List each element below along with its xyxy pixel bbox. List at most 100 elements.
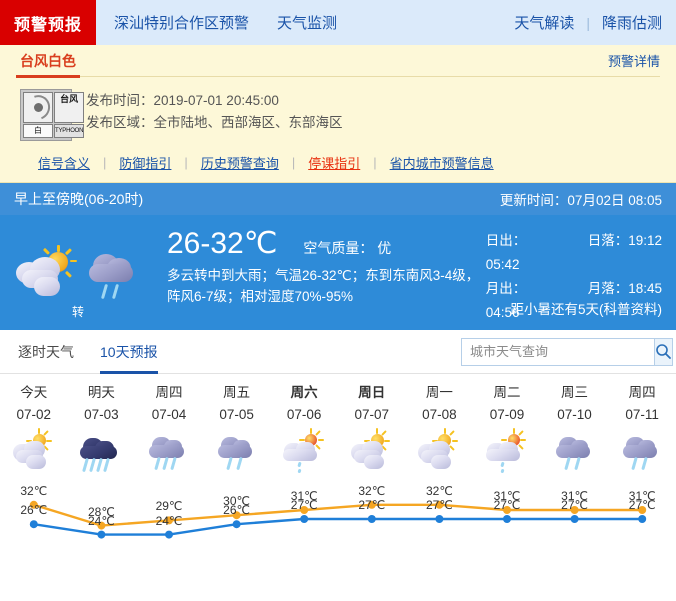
day-name: 周四 — [628, 385, 656, 400]
cloud-shape — [555, 445, 590, 458]
rain-drop — [563, 456, 571, 471]
low-temp-point[interactable] — [367, 515, 376, 523]
tab-hourly-weather[interactable]: 逐时天气 — [18, 343, 74, 360]
high-temp-point[interactable] — [29, 500, 38, 509]
cloud-shape — [623, 445, 658, 458]
sun-ray — [384, 439, 391, 442]
forecast-day-column[interactable]: 周四 07-04 — [135, 382, 203, 426]
partly-cloudy-icon — [349, 427, 395, 474]
partly-cloudy-icon — [11, 427, 57, 474]
cloud-shape — [217, 445, 252, 458]
forecast-day-column[interactable]: 周四 07-11 — [608, 382, 676, 426]
day-date: 07-03 — [84, 407, 119, 422]
warning-issue-area: 发布区域：全市陆地、西部海区、东部海区 — [86, 115, 343, 130]
warning-panel: 台风白色 预警详情 台风 白 TYPHOON 发布时间：2019-07-01 2… — [0, 45, 676, 183]
link-divider: | — [184, 155, 188, 170]
rain-drop — [170, 456, 177, 471]
nav-separator: | — [586, 14, 590, 31]
low-temp-label: 26℃ — [223, 503, 251, 518]
nav-item-warning-forecast[interactable]: 预警预报 — [0, 0, 96, 45]
low-temp-point[interactable] — [570, 515, 579, 523]
sun-ray — [376, 427, 379, 434]
day-date: 07-07 — [354, 407, 390, 422]
day-date: 07-04 — [151, 407, 187, 422]
sun-ray — [512, 427, 515, 434]
low-temp-point[interactable] — [165, 530, 173, 539]
high-temp-point[interactable] — [367, 500, 376, 509]
sun-ray — [38, 427, 41, 434]
current-weather-icons: 转 — [14, 223, 149, 330]
low-temp-label: 27℃ — [358, 498, 386, 512]
nav-item-weather-monitoring[interactable]: 天气监测 — [277, 15, 338, 32]
high-temp-label: 30℃ — [223, 494, 251, 509]
search-button[interactable] — [654, 337, 673, 366]
top-navigation-bar: 预警预报 深汕特别合作区预警 天气监测 天气解读 | 降雨估测 — [0, 0, 676, 45]
high-temp-point[interactable] — [165, 516, 173, 525]
high-temp-point[interactable] — [232, 511, 241, 520]
forecast-day-column[interactable]: 周三 07-10 — [541, 382, 609, 426]
low-temp-point[interactable] — [300, 515, 309, 523]
rain-drop — [500, 461, 505, 468]
low-temp-point[interactable] — [29, 520, 38, 529]
sun-ray — [451, 439, 458, 442]
current-update-time: 更新时间：07月02日 08:05 — [499, 193, 662, 208]
forecast-day-column[interactable]: 周五 07-05 — [203, 382, 271, 426]
low-temp-point[interactable] — [503, 515, 511, 523]
forecast-day-column[interactable]: 周二 07-09 — [473, 382, 541, 426]
forecast-icon-cell — [270, 427, 338, 476]
link-history-warning-query[interactable]: 历史预警查询 — [200, 156, 279, 171]
sunrise-time: 日出：05:42 — [485, 233, 527, 272]
warning-tab-row: 台风白色 预警详情 — [16, 45, 660, 78]
warning-links-row: 信号含义 | 防御指引 | 历史预警查询 | 停课指引 | 省内城市预警信息 — [16, 147, 660, 182]
high-temp-point[interactable] — [503, 506, 511, 514]
moonrise-moonset-row: 月出：04:56 月落：18:45 — [486, 277, 662, 325]
day-name: 今天 — [20, 385, 48, 400]
forecast-day-column[interactable]: 明天 07-03 — [68, 382, 136, 426]
high-temp-point[interactable] — [570, 506, 579, 514]
rain-drop — [641, 456, 648, 471]
current-weather-header: 早上至傍晚(06-20时) 更新时间：07月02日 08:05 — [0, 183, 676, 215]
day-date: 07-09 — [489, 407, 525, 422]
rain-drop — [235, 456, 243, 471]
link-signal-meaning[interactable]: 信号含义 — [38, 156, 91, 171]
high-temp-point[interactable] — [638, 506, 647, 514]
forecast-day-column[interactable]: 周一 07-08 — [406, 382, 474, 426]
high-temp-point[interactable] — [435, 500, 444, 509]
cloud-shape — [431, 455, 452, 469]
link-province-city-warning-info[interactable]: 省内城市预警信息 — [389, 156, 494, 171]
low-temp-label: 27℃ — [628, 498, 656, 512]
tab-ten-day-forecast[interactable]: 10天预报 — [100, 330, 158, 374]
sun-ray — [501, 439, 508, 441]
high-temp-point[interactable] — [97, 521, 106, 530]
low-temp-point[interactable] — [232, 520, 241, 529]
forecast-day-column[interactable]: 周六 07-06 — [270, 382, 338, 426]
low-temp-point[interactable] — [97, 530, 106, 539]
forecast-day-column[interactable]: 今天 07-02 — [0, 382, 68, 426]
search-input[interactable] — [461, 337, 654, 366]
warning-detail-link[interactable]: 预警详情 — [607, 54, 660, 69]
rain-drop — [103, 457, 111, 473]
typhoon-swirl-glyph — [23, 92, 53, 123]
solar-term-note[interactable]: 距小暑还有5天(科普资料) — [510, 302, 663, 317]
nav-item-rain-estimation[interactable]: 降雨估测 — [601, 15, 662, 32]
nav-item-weather-interpretation[interactable]: 天气解读 — [514, 15, 575, 32]
low-temp-label: 27℃ — [290, 498, 318, 512]
link-defense-guide[interactable]: 防御指引 — [119, 156, 172, 171]
cloud-shape — [485, 449, 520, 461]
forecast-icon-cell — [406, 427, 474, 476]
nav-item-shenshan-warning[interactable]: 深汕特别合作区预警 — [114, 15, 250, 32]
partly-cloudy-icon — [14, 244, 77, 308]
search-icon — [656, 344, 671, 359]
low-temp-point[interactable] — [435, 515, 444, 523]
link-divider: | — [291, 155, 296, 170]
link-class-suspension-guide[interactable]: 停课指引 — [308, 156, 361, 171]
rain-drop — [162, 456, 169, 471]
day-name: 周二 — [493, 385, 521, 400]
typhoon-cn-label: 台风 — [54, 92, 85, 123]
forecast-day-column[interactable]: 周日 07-07 — [338, 382, 406, 426]
warning-tab-typhoon-white[interactable]: 台风白色 — [16, 45, 80, 78]
rain-drop — [225, 456, 233, 471]
ten-day-forecast: 今天 07-02 明天 07-03 周四 07-04 周五 07-05 周六 07-06 周日 07-… — [0, 374, 676, 550]
high-temp-point[interactable] — [300, 506, 309, 514]
low-temp-point[interactable] — [638, 515, 647, 523]
